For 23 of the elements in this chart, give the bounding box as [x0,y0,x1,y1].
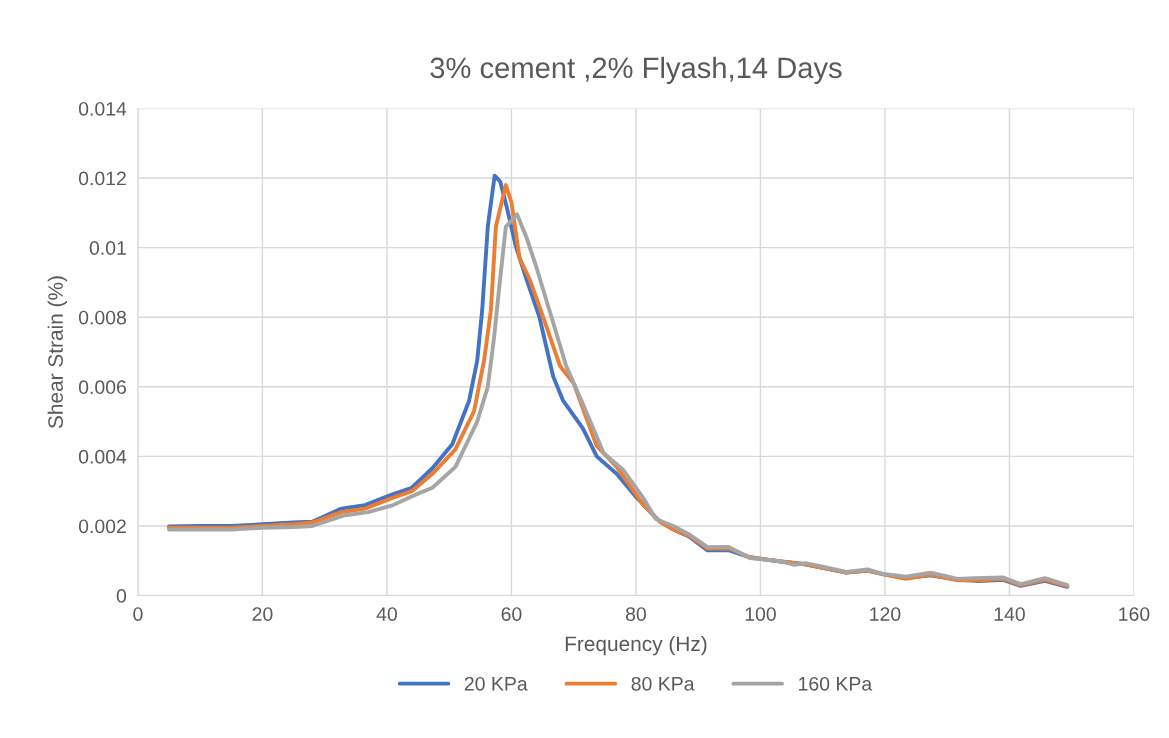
y-tick-label: 0.014 [78,101,127,116]
y-tick-label: 0.002 [78,519,126,534]
x-tick-label: 140 [994,607,1025,621]
x-tick-label: 0 [133,607,143,621]
legend-label: 160 KPa [799,676,873,691]
y-tick-label: 0 [116,589,127,603]
x-tick-label: 80 [625,607,646,621]
x-tick-label: 20 [252,607,273,621]
y-tick-label: 0.008 [78,310,126,325]
x-axis-title: Frequency (Hz) [565,635,707,656]
x-tick-label: 100 [745,607,776,621]
legend-label: 20 KPa [464,676,528,691]
y-tick-label: 0.01 [89,241,126,255]
x-tick-label: 120 [870,607,901,621]
legend-label: 80 KPa [631,676,695,691]
y-axis-title: Shear Strain (%) [47,276,68,429]
y-tick-label: 0.004 [78,449,127,464]
x-tick-label: 60 [501,607,522,621]
y-tick-label: 0.012 [78,171,126,186]
y-tick-label: 0.006 [78,380,126,395]
x-tick-label: 160 [1119,607,1150,621]
x-tick-label: 40 [376,607,397,621]
chart-title: 3% cement ,2% Flyash,14 Days [430,56,842,84]
